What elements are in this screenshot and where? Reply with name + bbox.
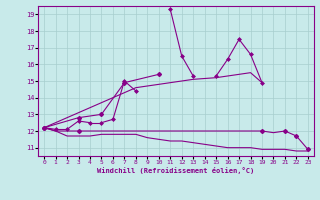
X-axis label: Windchill (Refroidissement éolien,°C): Windchill (Refroidissement éolien,°C) [97,167,255,174]
